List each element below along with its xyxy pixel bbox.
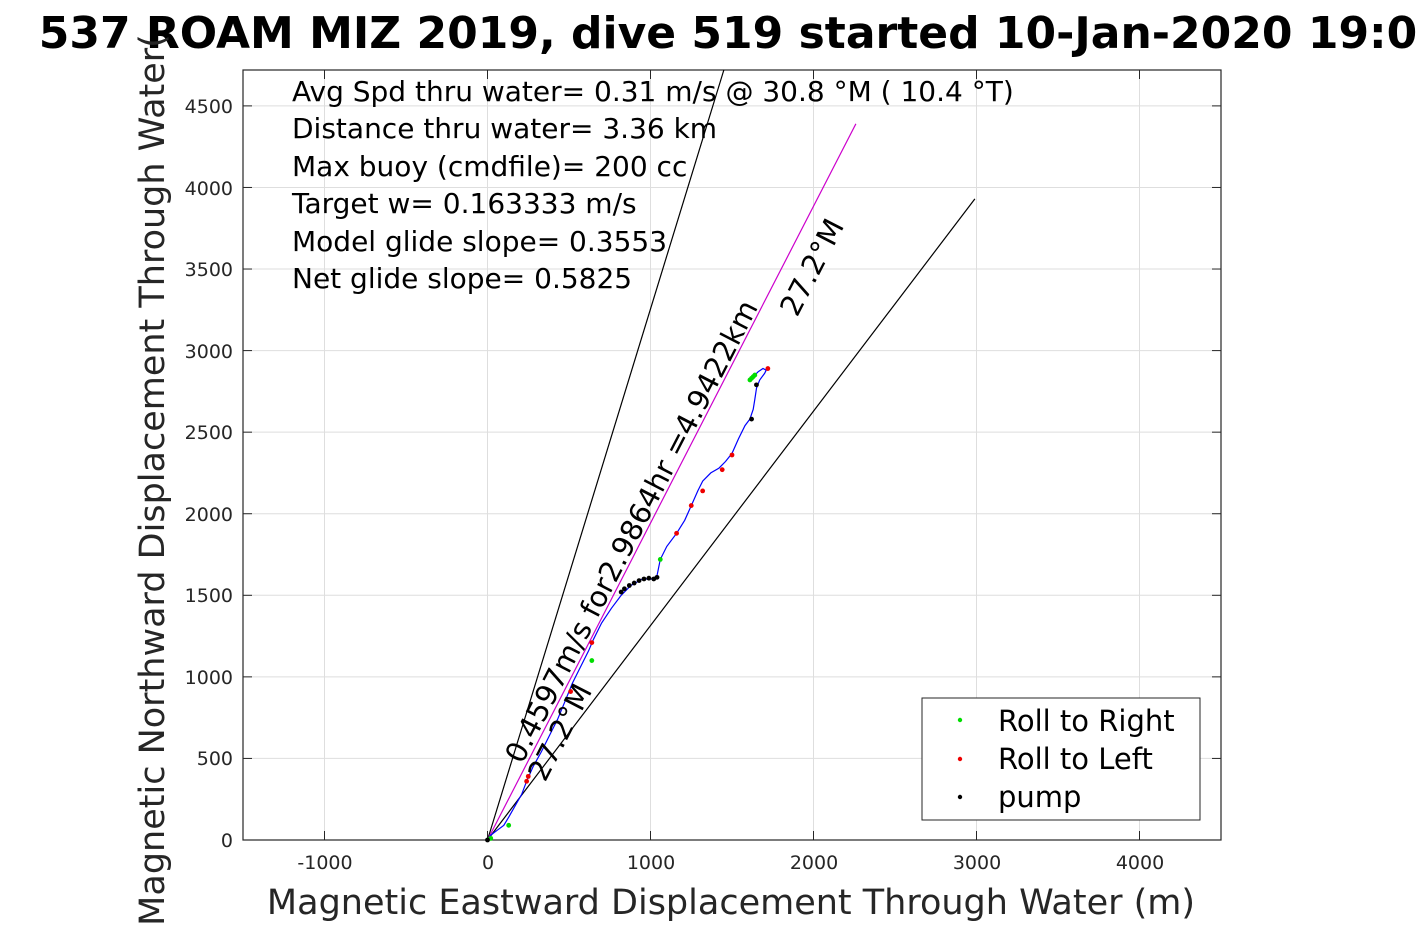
roll-right-point bbox=[752, 372, 758, 378]
y-tick-label: 500 bbox=[197, 748, 233, 770]
roll-left-point bbox=[765, 366, 771, 371]
legend-label-roll-left: Roll to Left bbox=[998, 742, 1153, 776]
x-tick-label: 2000 bbox=[790, 852, 838, 874]
x-tick-label: -1000 bbox=[297, 852, 352, 874]
pump-point bbox=[654, 574, 660, 580]
reference-line-cone-right bbox=[487, 198, 976, 841]
x-tick-label: 3000 bbox=[953, 852, 1001, 874]
axis-ticks bbox=[243, 70, 1221, 841]
stat-model-glide: Model glide slope= 0.3553 bbox=[292, 225, 667, 258]
x-tick-label: 4000 bbox=[1116, 852, 1164, 874]
roll-right-point bbox=[589, 658, 595, 663]
y-tick-label: 4000 bbox=[185, 178, 233, 200]
stat-max-buoy: Max buoy (cmdfile)= 200 cc bbox=[292, 150, 687, 183]
reference-lines bbox=[486, 69, 976, 841]
roll-left-point bbox=[524, 778, 530, 784]
plot-frame bbox=[242, 69, 1222, 841]
roll-left-point bbox=[568, 689, 574, 694]
x-tick-label: 0 bbox=[482, 852, 494, 874]
stat-avg-speed: Avg Spd thru water= 0.31 m/s @ 30.8 °M (… bbox=[292, 75, 1014, 108]
speed-distance-annotation: 0.4597m/s for2.9864hr =4.9422km bbox=[498, 295, 765, 769]
data-points bbox=[485, 366, 771, 843]
pump-point bbox=[485, 837, 490, 843]
pump-point bbox=[618, 589, 624, 595]
pump-point bbox=[622, 586, 627, 592]
stat-target-w: Target w= 0.163333 m/s bbox=[291, 187, 637, 220]
pump-point bbox=[754, 382, 759, 388]
roll-left-point bbox=[688, 503, 694, 508]
y-tick-label: 1500 bbox=[185, 585, 233, 607]
y-tick-label: 0 bbox=[221, 830, 233, 852]
legend-marker-pump bbox=[957, 794, 963, 800]
chart-title: 537 ROAM MIZ 2019, dive 519 started 10-J… bbox=[39, 8, 1417, 59]
legend: Roll to Right Roll to Left pump bbox=[921, 697, 1201, 821]
x-tick-label: 1000 bbox=[627, 852, 675, 874]
heading-annotation-far: 27.2°M bbox=[773, 213, 851, 321]
stat-distance: Distance thru water= 3.36 km bbox=[292, 112, 717, 145]
pump-point bbox=[641, 576, 647, 582]
y-tick-label: 3500 bbox=[185, 259, 233, 281]
legend-marker-roll-right bbox=[957, 717, 963, 723]
roll-left-point bbox=[589, 640, 595, 646]
roll-right-point bbox=[506, 822, 512, 828]
pump-point bbox=[636, 578, 642, 584]
y-axis-label: Magnetic Northward Displacement Through … bbox=[133, 34, 173, 926]
pump-point bbox=[626, 583, 632, 588]
pump-point bbox=[646, 575, 652, 581]
grid bbox=[243, 70, 1221, 841]
y-tick-label: 4500 bbox=[185, 96, 233, 118]
y-tick-label: 1000 bbox=[185, 667, 233, 689]
x-axis-label: Magnetic Eastward Displacement Through W… bbox=[267, 883, 1195, 923]
roll-right-point bbox=[657, 557, 663, 562]
stat-net-glide: Net glide slope= 0.5825 bbox=[292, 262, 632, 295]
legend-label-roll-right: Roll to Right bbox=[998, 704, 1175, 738]
y-tick-label: 2500 bbox=[185, 422, 233, 444]
pump-point bbox=[749, 416, 754, 422]
roll-left-point bbox=[719, 467, 725, 473]
legend-label-pump: pump bbox=[998, 780, 1081, 814]
roll-left-point bbox=[729, 452, 735, 458]
y-tick-label: 2000 bbox=[185, 504, 233, 526]
y-tick-label: 3000 bbox=[185, 341, 233, 363]
legend-marker-roll-left bbox=[957, 756, 963, 762]
roll-left-point bbox=[674, 530, 679, 536]
roll-left-point bbox=[525, 773, 531, 779]
legend-box bbox=[921, 697, 1201, 821]
stats-block: Avg Spd thru water= 0.31 m/s @ 30.8 °M (… bbox=[291, 75, 1014, 295]
reference-line-mean-track bbox=[486, 123, 857, 841]
roll-left-point bbox=[700, 488, 706, 494]
reference-line-cone-left bbox=[486, 69, 725, 841]
pump-point bbox=[631, 580, 637, 586]
